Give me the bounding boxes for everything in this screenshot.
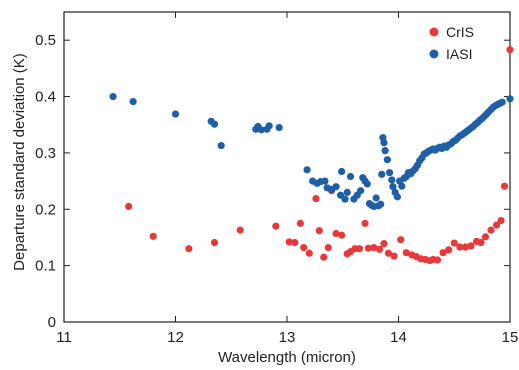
x-tick-label: 13: [279, 329, 296, 346]
data-point-cris: [487, 226, 495, 234]
data-point-iasi: [506, 95, 514, 103]
data-point-iasi: [383, 156, 391, 164]
data-point-cris: [493, 221, 501, 229]
y-tick-label: 0.4: [35, 89, 56, 106]
data-point-iasi: [275, 123, 283, 132]
legend-marker-cris: [429, 27, 439, 37]
data-point-cris: [481, 233, 490, 241]
data-point-cris: [296, 219, 304, 227]
y-tick-label: 0.3: [35, 145, 56, 162]
data-point-cris: [375, 245, 384, 253]
data-point-cris: [185, 245, 193, 253]
data-point-iasi: [109, 92, 117, 101]
data-point-cris: [272, 222, 280, 230]
data-point-iasi: [338, 167, 346, 176]
data-point-iasi: [171, 110, 180, 118]
data-point-iasi: [356, 187, 365, 195]
data-point-iasi: [210, 120, 219, 128]
data-point-iasi: [129, 98, 137, 106]
data-point-cris: [439, 249, 447, 257]
data-point-cris: [380, 240, 388, 248]
data-point-iasi: [217, 141, 225, 150]
data-point-iasi: [363, 180, 371, 188]
data-point-cris: [477, 238, 485, 247]
data-point-cris: [285, 238, 293, 246]
axes-layer: 11 12 13 14 15 0 0.1 0.2 0.3 0.4 0.5: [35, 11, 519, 346]
data-point-cris: [149, 232, 157, 240]
data-point-iasi: [378, 170, 386, 178]
legend: CrIS IASI: [429, 24, 474, 62]
data-point-iasi: [265, 122, 273, 130]
x-tick-label: 11: [56, 329, 72, 346]
legend-label-iasi: IASI: [446, 46, 472, 62]
data-point-cris: [210, 238, 219, 247]
data-point-iasi: [498, 98, 506, 106]
data-point-cris: [467, 242, 475, 250]
data-point-cris: [433, 256, 442, 264]
data-point-iasi: [398, 182, 406, 190]
data-point-cris: [506, 46, 514, 54]
x-axis-title: Wavelength (micron): [218, 349, 356, 366]
x-tick-label: 14: [390, 329, 407, 346]
data-point-iasi: [343, 188, 351, 196]
data-point-iasi: [377, 200, 385, 208]
data-point-iasi: [341, 195, 349, 203]
data-point-iasi: [372, 194, 380, 202]
data-point-cris: [445, 246, 453, 254]
data-point-cris: [332, 229, 340, 238]
data-point-cris: [324, 244, 332, 252]
legend-label-cris: CrIS: [446, 24, 474, 40]
data-point-cris: [364, 244, 372, 252]
data-point-iasi: [257, 126, 265, 134]
data-point-cris: [236, 226, 244, 234]
data-point-cris: [300, 244, 308, 252]
data-point-cris: [305, 249, 313, 257]
data-point-iasi: [381, 147, 389, 155]
data-point-cris: [315, 227, 323, 235]
data-point-cris: [402, 249, 410, 257]
data-point-cris: [456, 243, 464, 251]
y-tick-label: 0: [48, 314, 56, 331]
y-tick-label: 0.2: [35, 201, 56, 218]
data-point-iasi: [346, 172, 355, 181]
data-point-iasi: [380, 139, 388, 147]
y-tick-label: 0.5: [35, 32, 56, 49]
data-point-cris: [291, 238, 299, 247]
legend-marker-iasi: [429, 49, 439, 59]
data-point-cris: [355, 245, 364, 253]
data-point-iasi: [389, 183, 397, 191]
x-tick-label: 15: [502, 329, 519, 346]
data-point-iasi: [393, 193, 401, 201]
data-point-cris: [338, 231, 346, 239]
data-point-cris: [397, 236, 405, 244]
x-tick-label: 12: [167, 329, 184, 346]
data-point-cris: [312, 194, 320, 203]
data-point-cris: [497, 216, 505, 225]
data-point-cris: [384, 249, 393, 257]
data-point-iasi: [388, 176, 396, 184]
data-point-cris: [461, 243, 469, 251]
data-point-cris: [125, 202, 133, 211]
points-layer: [109, 46, 514, 265]
data-point-iasi: [303, 166, 311, 174]
data-point-cris: [370, 244, 378, 252]
data-point-cris: [320, 253, 328, 261]
y-tick-label: 0.1: [35, 258, 56, 275]
data-point-cris: [390, 252, 398, 260]
series-cris: [125, 46, 514, 265]
data-point-iasi: [321, 177, 329, 185]
y-axis-title: Departure standard deviation (K): [11, 53, 28, 271]
data-point-cris: [450, 239, 458, 247]
plot-frame: [63, 11, 511, 323]
series-iasi: [109, 92, 514, 211]
data-point-iasi: [332, 183, 340, 191]
data-point-cris: [500, 182, 509, 190]
data-point-cris: [361, 219, 369, 227]
data-point-iasi: [385, 169, 394, 177]
